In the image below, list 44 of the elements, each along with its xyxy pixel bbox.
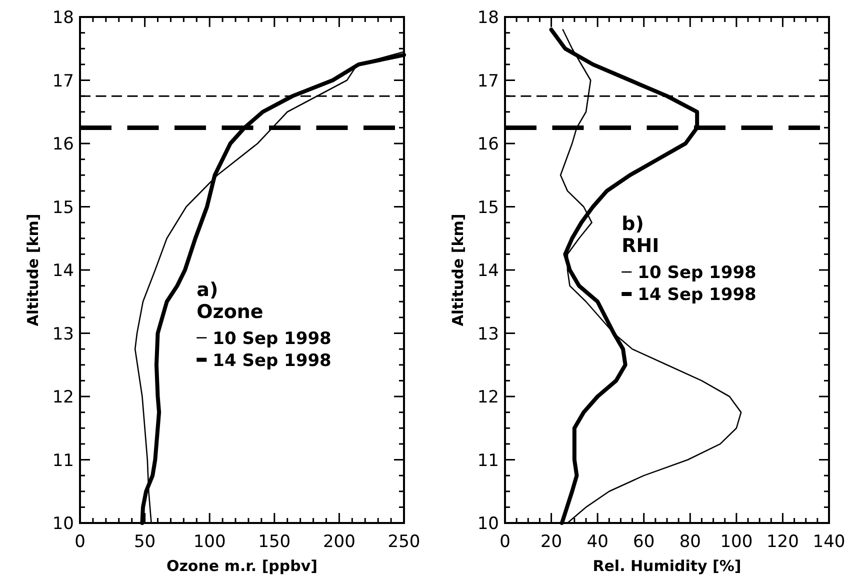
y-tick-label: 18 bbox=[477, 8, 499, 28]
x-tick-label: 0 bbox=[500, 532, 510, 552]
y-tick-label: 13 bbox=[52, 324, 74, 344]
x-tick-label: 100 bbox=[193, 532, 226, 552]
x-tick-label: 100 bbox=[720, 532, 753, 552]
legend-label: 14 Sep 1998 bbox=[638, 285, 756, 305]
x-tick-label: 120 bbox=[766, 532, 799, 552]
y-tick-label: 11 bbox=[477, 450, 499, 471]
x-tick-label: 50 bbox=[134, 532, 156, 552]
legend-title: RHI bbox=[622, 235, 660, 257]
annotation: b) bbox=[622, 213, 644, 235]
x-axis-title: Ozone m.r. [ppbv] bbox=[166, 557, 318, 575]
x-tick-label: 40 bbox=[586, 532, 608, 552]
x-tick-label: 80 bbox=[679, 532, 701, 552]
x-tick-label: 250 bbox=[388, 532, 420, 552]
x-tick-label: 150 bbox=[258, 532, 291, 552]
legend-label: 10 Sep 1998 bbox=[638, 263, 756, 283]
y-tick-label: 12 bbox=[477, 388, 499, 408]
legend-label: 10 Sep 1998 bbox=[212, 328, 332, 349]
y-tick-label: 15 bbox=[477, 198, 499, 218]
legend-title: Ozone bbox=[196, 300, 264, 323]
x-tick-label: 200 bbox=[322, 532, 356, 552]
y-tick-label: 16 bbox=[477, 134, 499, 154]
legend-label: 14 Sep 1998 bbox=[212, 350, 332, 371]
y-tick-label: 18 bbox=[52, 8, 74, 28]
x-tick-label: 140 bbox=[812, 532, 846, 552]
y-tick-label: 14 bbox=[52, 261, 74, 281]
y-axis-title: Altitude [km] bbox=[449, 214, 467, 326]
y-tick-label: 11 bbox=[52, 450, 74, 471]
y-tick-label: 12 bbox=[52, 388, 74, 408]
x-tick-label: 60 bbox=[633, 532, 655, 552]
y-tick-label: 15 bbox=[52, 198, 74, 218]
y-tick-label: 13 bbox=[477, 324, 499, 344]
y-axis-title: Altitude [km] bbox=[24, 214, 42, 326]
x-axis-title: Rel. Humidity [%] bbox=[592, 557, 742, 575]
x-tick-label: 0 bbox=[74, 532, 86, 552]
x-tick-label: 20 bbox=[540, 532, 562, 552]
y-tick-label: 16 bbox=[52, 134, 74, 154]
y-tick-label: 10 bbox=[477, 514, 499, 534]
y-tick-label: 10 bbox=[52, 514, 74, 534]
y-tick-label: 14 bbox=[477, 261, 499, 281]
y-tick-label: 17 bbox=[52, 71, 74, 92]
annotation: a) bbox=[196, 278, 218, 301]
y-tick-label: 17 bbox=[477, 71, 499, 92]
